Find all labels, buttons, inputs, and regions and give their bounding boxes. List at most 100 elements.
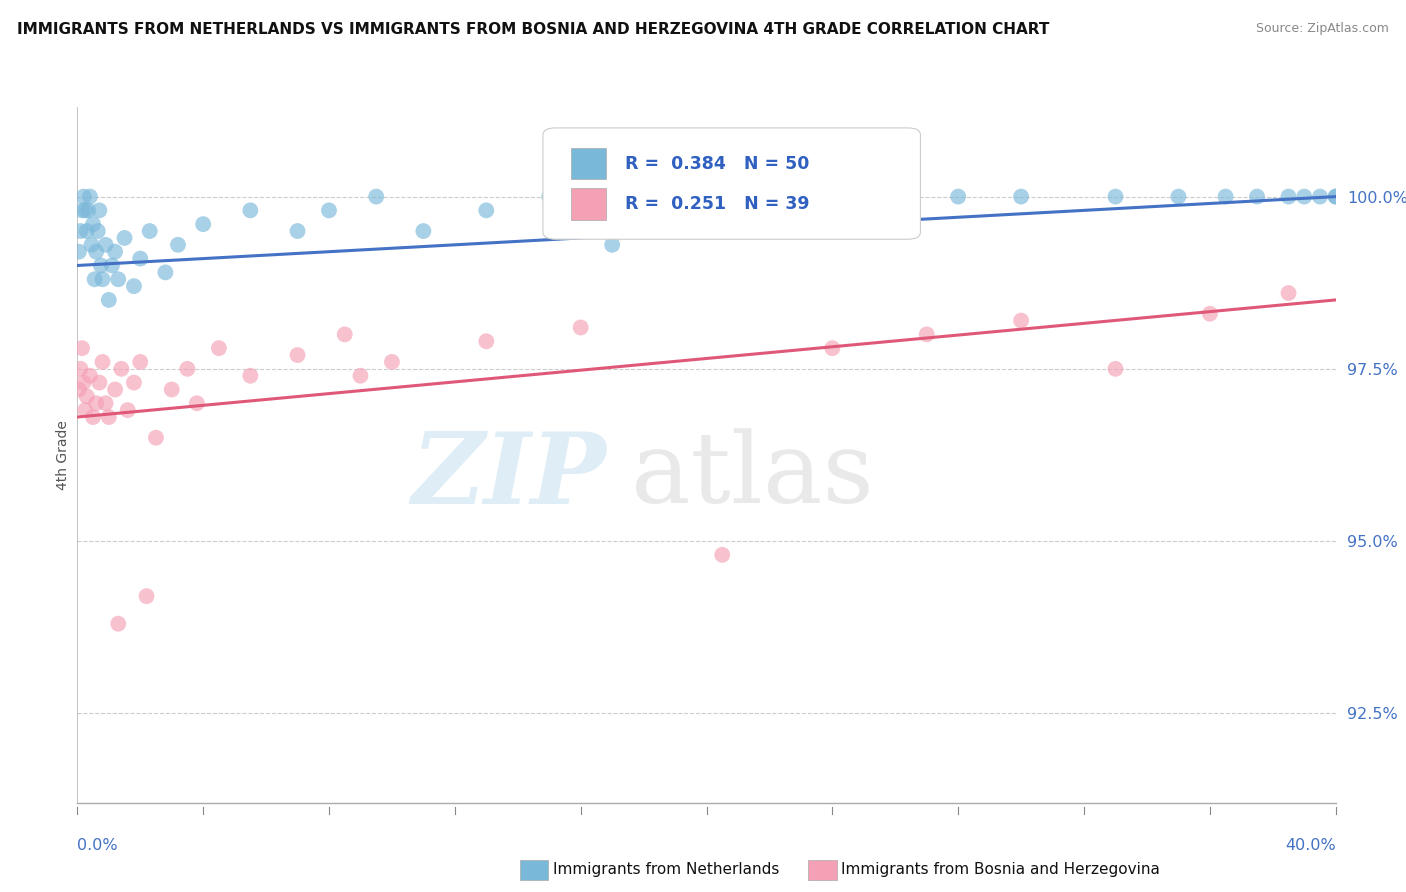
Text: Immigrants from Netherlands: Immigrants from Netherlands — [553, 863, 779, 877]
Y-axis label: 4th Grade: 4th Grade — [56, 420, 70, 490]
Point — [1215, 189, 1237, 203]
FancyBboxPatch shape — [571, 188, 606, 219]
Point — [104, 244, 127, 259]
Point — [67, 383, 90, 397]
Point — [79, 189, 101, 203]
Point — [129, 355, 152, 369]
Point — [83, 272, 105, 286]
Point — [91, 272, 114, 286]
Point — [915, 327, 938, 342]
Point — [852, 203, 875, 218]
Text: Immigrants from Bosnia and Herzegovina: Immigrants from Bosnia and Herzegovina — [841, 863, 1160, 877]
Point — [122, 279, 145, 293]
Text: IMMIGRANTS FROM NETHERLANDS VS IMMIGRANTS FROM BOSNIA AND HERZEGOVINA 4TH GRADE : IMMIGRANTS FROM NETHERLANDS VS IMMIGRANT… — [17, 22, 1049, 37]
Point — [679, 211, 702, 225]
Point — [67, 244, 90, 259]
Point — [381, 355, 404, 369]
Point — [155, 265, 177, 279]
Point — [76, 389, 98, 403]
Point — [287, 348, 309, 362]
Point — [569, 320, 592, 334]
Text: atlas: atlas — [631, 428, 873, 524]
Point — [318, 203, 340, 218]
Point — [89, 376, 111, 390]
Point — [69, 224, 91, 238]
Point — [122, 376, 145, 390]
Text: 40.0%: 40.0% — [1285, 838, 1336, 853]
Point — [1277, 189, 1299, 203]
FancyBboxPatch shape — [571, 148, 606, 179]
Point — [84, 244, 107, 259]
Point — [167, 237, 190, 252]
Point — [77, 203, 100, 218]
Point — [538, 189, 561, 203]
Point — [70, 203, 93, 218]
FancyBboxPatch shape — [543, 128, 921, 239]
Point — [1277, 286, 1299, 301]
Point — [176, 361, 198, 376]
Point — [1104, 361, 1126, 376]
Point — [90, 259, 112, 273]
Point — [239, 368, 262, 383]
Point — [84, 396, 107, 410]
Point — [1010, 189, 1032, 203]
Point — [91, 355, 114, 369]
Text: R =  0.384   N = 50: R = 0.384 N = 50 — [624, 154, 808, 173]
Point — [72, 376, 94, 390]
Point — [287, 224, 309, 238]
Text: 0.0%: 0.0% — [77, 838, 118, 853]
Point — [1167, 189, 1189, 203]
Point — [101, 259, 124, 273]
Point — [1246, 189, 1268, 203]
Point — [475, 334, 498, 349]
Point — [948, 189, 970, 203]
Point — [82, 217, 104, 231]
Point — [208, 341, 231, 355]
Point — [117, 403, 139, 417]
Text: Source: ZipAtlas.com: Source: ZipAtlas.com — [1256, 22, 1389, 36]
Point — [87, 224, 110, 238]
Point — [79, 368, 101, 383]
Point — [138, 224, 160, 238]
Point — [107, 272, 129, 286]
Point — [1010, 313, 1032, 327]
Point — [94, 396, 117, 410]
Point — [107, 616, 129, 631]
Point — [97, 293, 120, 307]
Point — [82, 410, 104, 425]
Point — [711, 548, 734, 562]
Point — [75, 403, 97, 417]
Text: R =  0.251   N = 39: R = 0.251 N = 39 — [624, 195, 810, 213]
Point — [145, 431, 167, 445]
Point — [1104, 189, 1126, 203]
Point — [72, 189, 94, 203]
Point — [600, 237, 623, 252]
Point — [160, 383, 183, 397]
Point — [70, 341, 93, 355]
Point — [135, 589, 157, 603]
Point — [94, 237, 117, 252]
Point — [191, 217, 215, 231]
Point — [1324, 189, 1347, 203]
Point — [412, 224, 434, 238]
Point — [110, 361, 132, 376]
Point — [186, 396, 208, 410]
Point — [75, 203, 97, 218]
Point — [76, 224, 98, 238]
Point — [129, 252, 152, 266]
Point — [104, 383, 127, 397]
Point — [97, 410, 120, 425]
Point — [114, 231, 136, 245]
Point — [89, 203, 111, 218]
Point — [80, 237, 103, 252]
Point — [1198, 307, 1220, 321]
Point — [1309, 189, 1331, 203]
Point — [1324, 189, 1347, 203]
Point — [349, 368, 371, 383]
Point — [758, 189, 780, 203]
Point — [239, 203, 262, 218]
Point — [69, 361, 91, 376]
Point — [1294, 189, 1316, 203]
Text: ZIP: ZIP — [411, 427, 606, 524]
Point — [821, 341, 844, 355]
